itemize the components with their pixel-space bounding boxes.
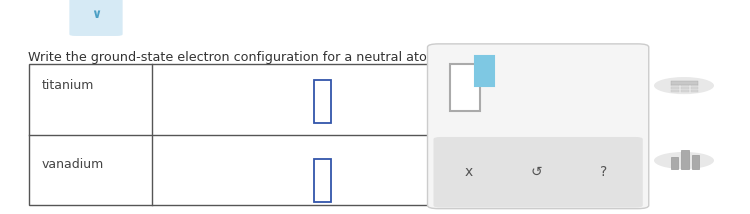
- Bar: [691, 90, 698, 92]
- Circle shape: [654, 77, 714, 94]
- Bar: [450, 64, 480, 111]
- Text: ?: ?: [600, 165, 608, 179]
- Bar: [671, 90, 679, 92]
- Bar: [670, 81, 698, 85]
- Bar: [691, 87, 698, 89]
- Text: ↺: ↺: [530, 165, 542, 179]
- Bar: [681, 85, 688, 86]
- Bar: [671, 87, 679, 89]
- Bar: [671, 85, 679, 86]
- Bar: [314, 80, 331, 123]
- Text: x: x: [464, 165, 472, 179]
- FancyBboxPatch shape: [433, 137, 643, 208]
- Text: ∨: ∨: [91, 9, 101, 21]
- Bar: [475, 56, 494, 86]
- Text: titanium: titanium: [41, 79, 94, 92]
- Text: Write the ground-state electron configuration for a neutral atom of each element: Write the ground-state electron configur…: [28, 51, 552, 64]
- Text: vanadium: vanadium: [41, 158, 104, 171]
- FancyBboxPatch shape: [427, 44, 649, 209]
- Bar: [28, 64, 430, 205]
- Bar: [681, 150, 688, 169]
- Bar: [314, 159, 331, 202]
- Circle shape: [654, 152, 714, 169]
- Bar: [681, 90, 688, 92]
- Bar: [681, 87, 688, 89]
- Bar: [670, 157, 678, 169]
- Bar: [691, 85, 698, 86]
- FancyBboxPatch shape: [69, 0, 123, 36]
- Bar: [692, 155, 699, 169]
